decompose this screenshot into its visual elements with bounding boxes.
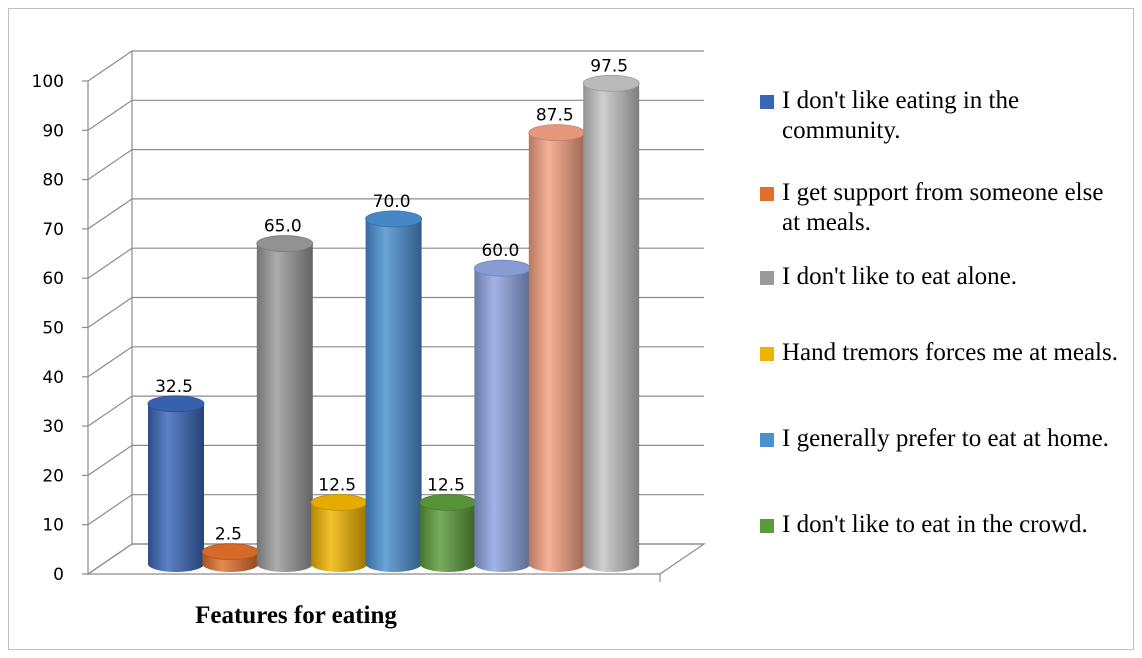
bar-body: [474, 268, 531, 572]
bar-top: [473, 259, 531, 277]
bar-top: [147, 395, 205, 413]
gridline: [87, 50, 704, 82]
bar-top: [419, 493, 477, 511]
bar-body: [148, 403, 204, 572]
data-label: 2.5: [215, 525, 242, 545]
gridline: [87, 99, 704, 131]
legend-label: I don't like eating in the community.: [782, 87, 1020, 144]
y-tick-label: 50: [42, 319, 64, 339]
data-label: 12.5: [318, 475, 356, 495]
gridline: [87, 247, 704, 279]
y-tick-label: 90: [42, 121, 64, 141]
y-tick-label: 10: [42, 516, 64, 536]
data-label: 97.5: [590, 56, 628, 76]
bar-1: [147, 395, 205, 572]
legend-swatch: [760, 95, 774, 109]
bar-6: [419, 493, 477, 572]
bar-body: [583, 83, 640, 572]
bar-top: [528, 124, 586, 142]
legend-label: Hand tremors forces me at meals.: [782, 339, 1118, 366]
x-axis-label: Features for eating: [195, 602, 397, 629]
legend-label: I don't like to eat in the crowd.: [782, 511, 1088, 538]
data-label: 32.5: [155, 377, 193, 397]
legend-swatch: [760, 347, 774, 361]
legend-swatch: [760, 271, 774, 285]
bar-top: [256, 235, 314, 252]
bar-2: [201, 543, 259, 572]
bar-3: [256, 235, 314, 573]
bar-4: [310, 493, 368, 572]
legend-label: I get support from someone else at meals…: [782, 179, 1104, 236]
bar-body: [528, 132, 585, 572]
data-label: 12.5: [427, 475, 465, 495]
data-label: 70.0: [373, 192, 411, 212]
data-label: 87.5: [536, 106, 574, 126]
gridline: [87, 149, 704, 181]
y-axis-ticks: 0 10 20 30 40 50 60 70 80 90 100: [32, 72, 88, 585]
y-tick-label: 100: [32, 72, 64, 92]
y-tick-label: 30: [42, 417, 64, 437]
bar-top: [365, 210, 423, 228]
data-label: 65.0: [264, 217, 302, 237]
data-labels: 32.5 2.5 65.0 12.5 70.0 12.5 60.0 87.5 97.5: [155, 56, 628, 544]
bar-top: [582, 74, 640, 92]
legend-swatch: [760, 519, 774, 533]
bar-body: [311, 502, 368, 572]
bar-body: [256, 243, 313, 573]
bar-7: [473, 259, 531, 572]
bar-5: [365, 210, 423, 572]
legend-swatch: [760, 187, 774, 201]
bars: [147, 74, 640, 573]
data-label: 60.0: [481, 241, 519, 261]
y-tick-label: 80: [42, 171, 64, 191]
y-tick-label: 60: [42, 269, 64, 289]
bar-body: [420, 502, 476, 572]
y-tick-label: 20: [42, 466, 64, 486]
bar-9: [582, 74, 640, 572]
bar-top: [310, 493, 368, 511]
bar-top: [201, 543, 259, 561]
y-tick-label: 70: [42, 220, 64, 240]
bar-8: [528, 124, 586, 572]
bar-body: [365, 218, 422, 572]
gridline: [87, 198, 704, 230]
y-tick-label: 0: [53, 565, 64, 585]
legend-swatch: [760, 433, 774, 447]
legend-label: I don't like to eat alone.: [782, 263, 1017, 290]
legend-label: I generally prefer to eat at home.: [782, 425, 1109, 452]
y-tick-label: 40: [42, 368, 64, 388]
